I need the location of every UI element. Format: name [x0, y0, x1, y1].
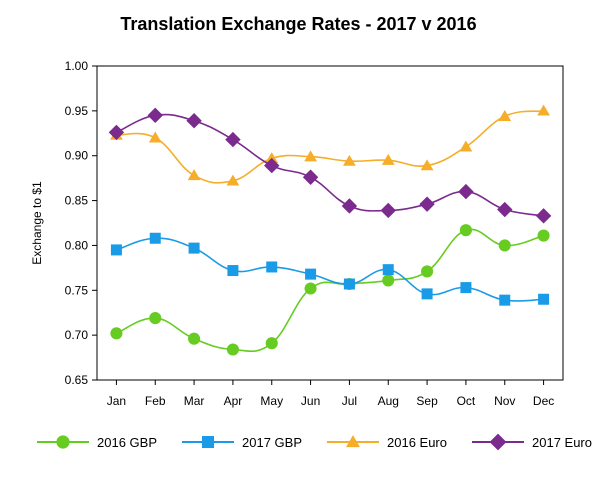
- x-tick-label: Jul: [342, 394, 357, 408]
- data-point-2016-euro: [498, 109, 512, 121]
- data-point-2017-gbp: [305, 268, 317, 280]
- legend-marker: [346, 435, 360, 448]
- legend-item: 2016 GBP: [35, 430, 157, 454]
- chart-title: Translation Exchange Rates - 2017 v 2016: [120, 14, 477, 34]
- data-point-2017-gbp: [110, 244, 122, 256]
- x-tick-label: Feb: [145, 394, 166, 408]
- data-point-2017-euro: [225, 131, 241, 148]
- x-tick-label: May: [260, 394, 283, 408]
- data-point-2017-euro: [458, 183, 474, 200]
- data-point-2016-euro: [187, 169, 201, 181]
- legend-marker: [56, 435, 70, 449]
- data-point-2016-gbp: [382, 274, 395, 287]
- x-tick-label: Aug: [378, 394, 399, 408]
- data-point-2016-gbp: [421, 265, 434, 278]
- legend-label: 2016 GBP: [97, 434, 157, 450]
- data-point-2016-gbp: [188, 332, 201, 345]
- data-point-2016-euro: [420, 159, 434, 171]
- data-point-2017-euro: [108, 124, 125, 141]
- data-point-2017-euro: [147, 107, 163, 124]
- series-layer: [108, 104, 552, 356]
- y-axis-label: Exchange to $1: [30, 181, 44, 265]
- y-tick-label: 0.65: [65, 373, 89, 387]
- legend-item: 2017 Euro: [470, 430, 592, 454]
- series-line-2017-gbp: [116, 237, 544, 302]
- legend-swatch: [182, 436, 234, 448]
- data-point-2016-euro: [381, 153, 395, 165]
- data-point-2016-gbp: [265, 337, 278, 350]
- data-point-2017-gbp: [149, 232, 161, 244]
- series-line-2017-euro: [116, 113, 544, 217]
- legend-item: 2017 GBP: [180, 430, 302, 454]
- legend-label: 2016 Euro: [387, 434, 447, 450]
- legend-swatch: [327, 435, 379, 448]
- data-point-2016-euro: [343, 154, 356, 166]
- line-chart: 0.65 0.70 0.75 0.80 0.85 0.90 0.95 1.00 Jan Feb Ma…: [30, 59, 564, 408]
- x-tick-label: Jun: [301, 394, 320, 408]
- x-tick-label: Oct: [457, 394, 476, 408]
- legend-swatch: [472, 433, 524, 451]
- data-point-2017-gbp: [266, 261, 278, 273]
- legend-marker: [202, 436, 214, 448]
- series-2017-euro: [108, 107, 552, 224]
- series-2016-euro: [110, 104, 550, 186]
- data-point-2017-gbp: [227, 265, 239, 277]
- data-point-2017-euro: [497, 201, 513, 218]
- data-point-2016-gbp: [149, 312, 162, 325]
- data-point-2016-euro: [459, 140, 473, 152]
- data-point-2017-euro: [186, 113, 202, 129]
- legend: 2016 GBP 2017 GBP 2016 Euro 2017 Euro: [0, 430, 597, 454]
- legend-item: 2016 Euro: [325, 430, 447, 454]
- legend-label: 2017 GBP: [242, 434, 302, 450]
- y-tick-label: 0.70: [65, 328, 89, 342]
- x-tick-label: Nov: [494, 394, 515, 408]
- y-tick-label: 0.90: [65, 149, 89, 163]
- series-2017-gbp: [110, 232, 550, 306]
- legend-marker: [489, 433, 507, 451]
- series-2016-gbp: [110, 224, 550, 356]
- y-tick-label: 1.00: [65, 59, 89, 73]
- axes: 0.65 0.70 0.75 0.80 0.85 0.90 0.95 1.00 Jan Feb Ma…: [30, 59, 564, 408]
- x-tick-label: Sep: [416, 394, 438, 408]
- x-tick-label: Apr: [224, 394, 243, 408]
- data-point-2016-gbp: [226, 343, 239, 356]
- data-point-2017-euro: [535, 208, 552, 224]
- y-tick-label: 0.95: [65, 104, 89, 118]
- x-tick-label: Mar: [184, 394, 205, 408]
- data-point-2017-euro: [302, 169, 319, 185]
- data-point-2017-gbp: [188, 242, 200, 254]
- data-point-2016-euro: [265, 152, 279, 164]
- y-tick-label: 0.85: [65, 194, 89, 208]
- data-point-2017-gbp: [382, 264, 394, 276]
- x-tick-label: Dec: [533, 394, 554, 408]
- data-point-2016-gbp: [498, 239, 511, 252]
- data-point-2016-euro: [304, 150, 317, 162]
- data-point-2017-gbp: [538, 293, 550, 305]
- data-point-2017-euro: [341, 198, 358, 214]
- data-point-2016-gbp: [304, 282, 317, 295]
- data-point-2017-gbp: [460, 282, 472, 294]
- legend-label: 2017 Euro: [532, 434, 592, 450]
- data-point-2017-euro: [264, 157, 280, 174]
- data-point-2016-euro: [537, 104, 550, 116]
- data-point-2017-gbp: [343, 278, 355, 290]
- data-point-2016-euro: [226, 174, 240, 186]
- y-tick-label: 0.75: [65, 283, 89, 297]
- data-point-2016-euro: [148, 131, 162, 143]
- plot-frame: [96, 65, 564, 381]
- y-tick-label: 0.80: [65, 238, 89, 252]
- series-line-2016-euro: [116, 110, 544, 184]
- data-point-2016-gbp: [537, 229, 550, 242]
- data-point-2016-gbp: [459, 224, 472, 237]
- data-point-2017-gbp: [499, 294, 511, 306]
- x-tick-label: Jan: [107, 394, 126, 408]
- data-point-2017-euro: [380, 202, 396, 219]
- data-point-2017-gbp: [421, 288, 433, 300]
- data-point-2016-gbp: [110, 327, 123, 340]
- legend-swatch: [37, 435, 89, 449]
- data-point-2017-euro: [419, 196, 435, 212]
